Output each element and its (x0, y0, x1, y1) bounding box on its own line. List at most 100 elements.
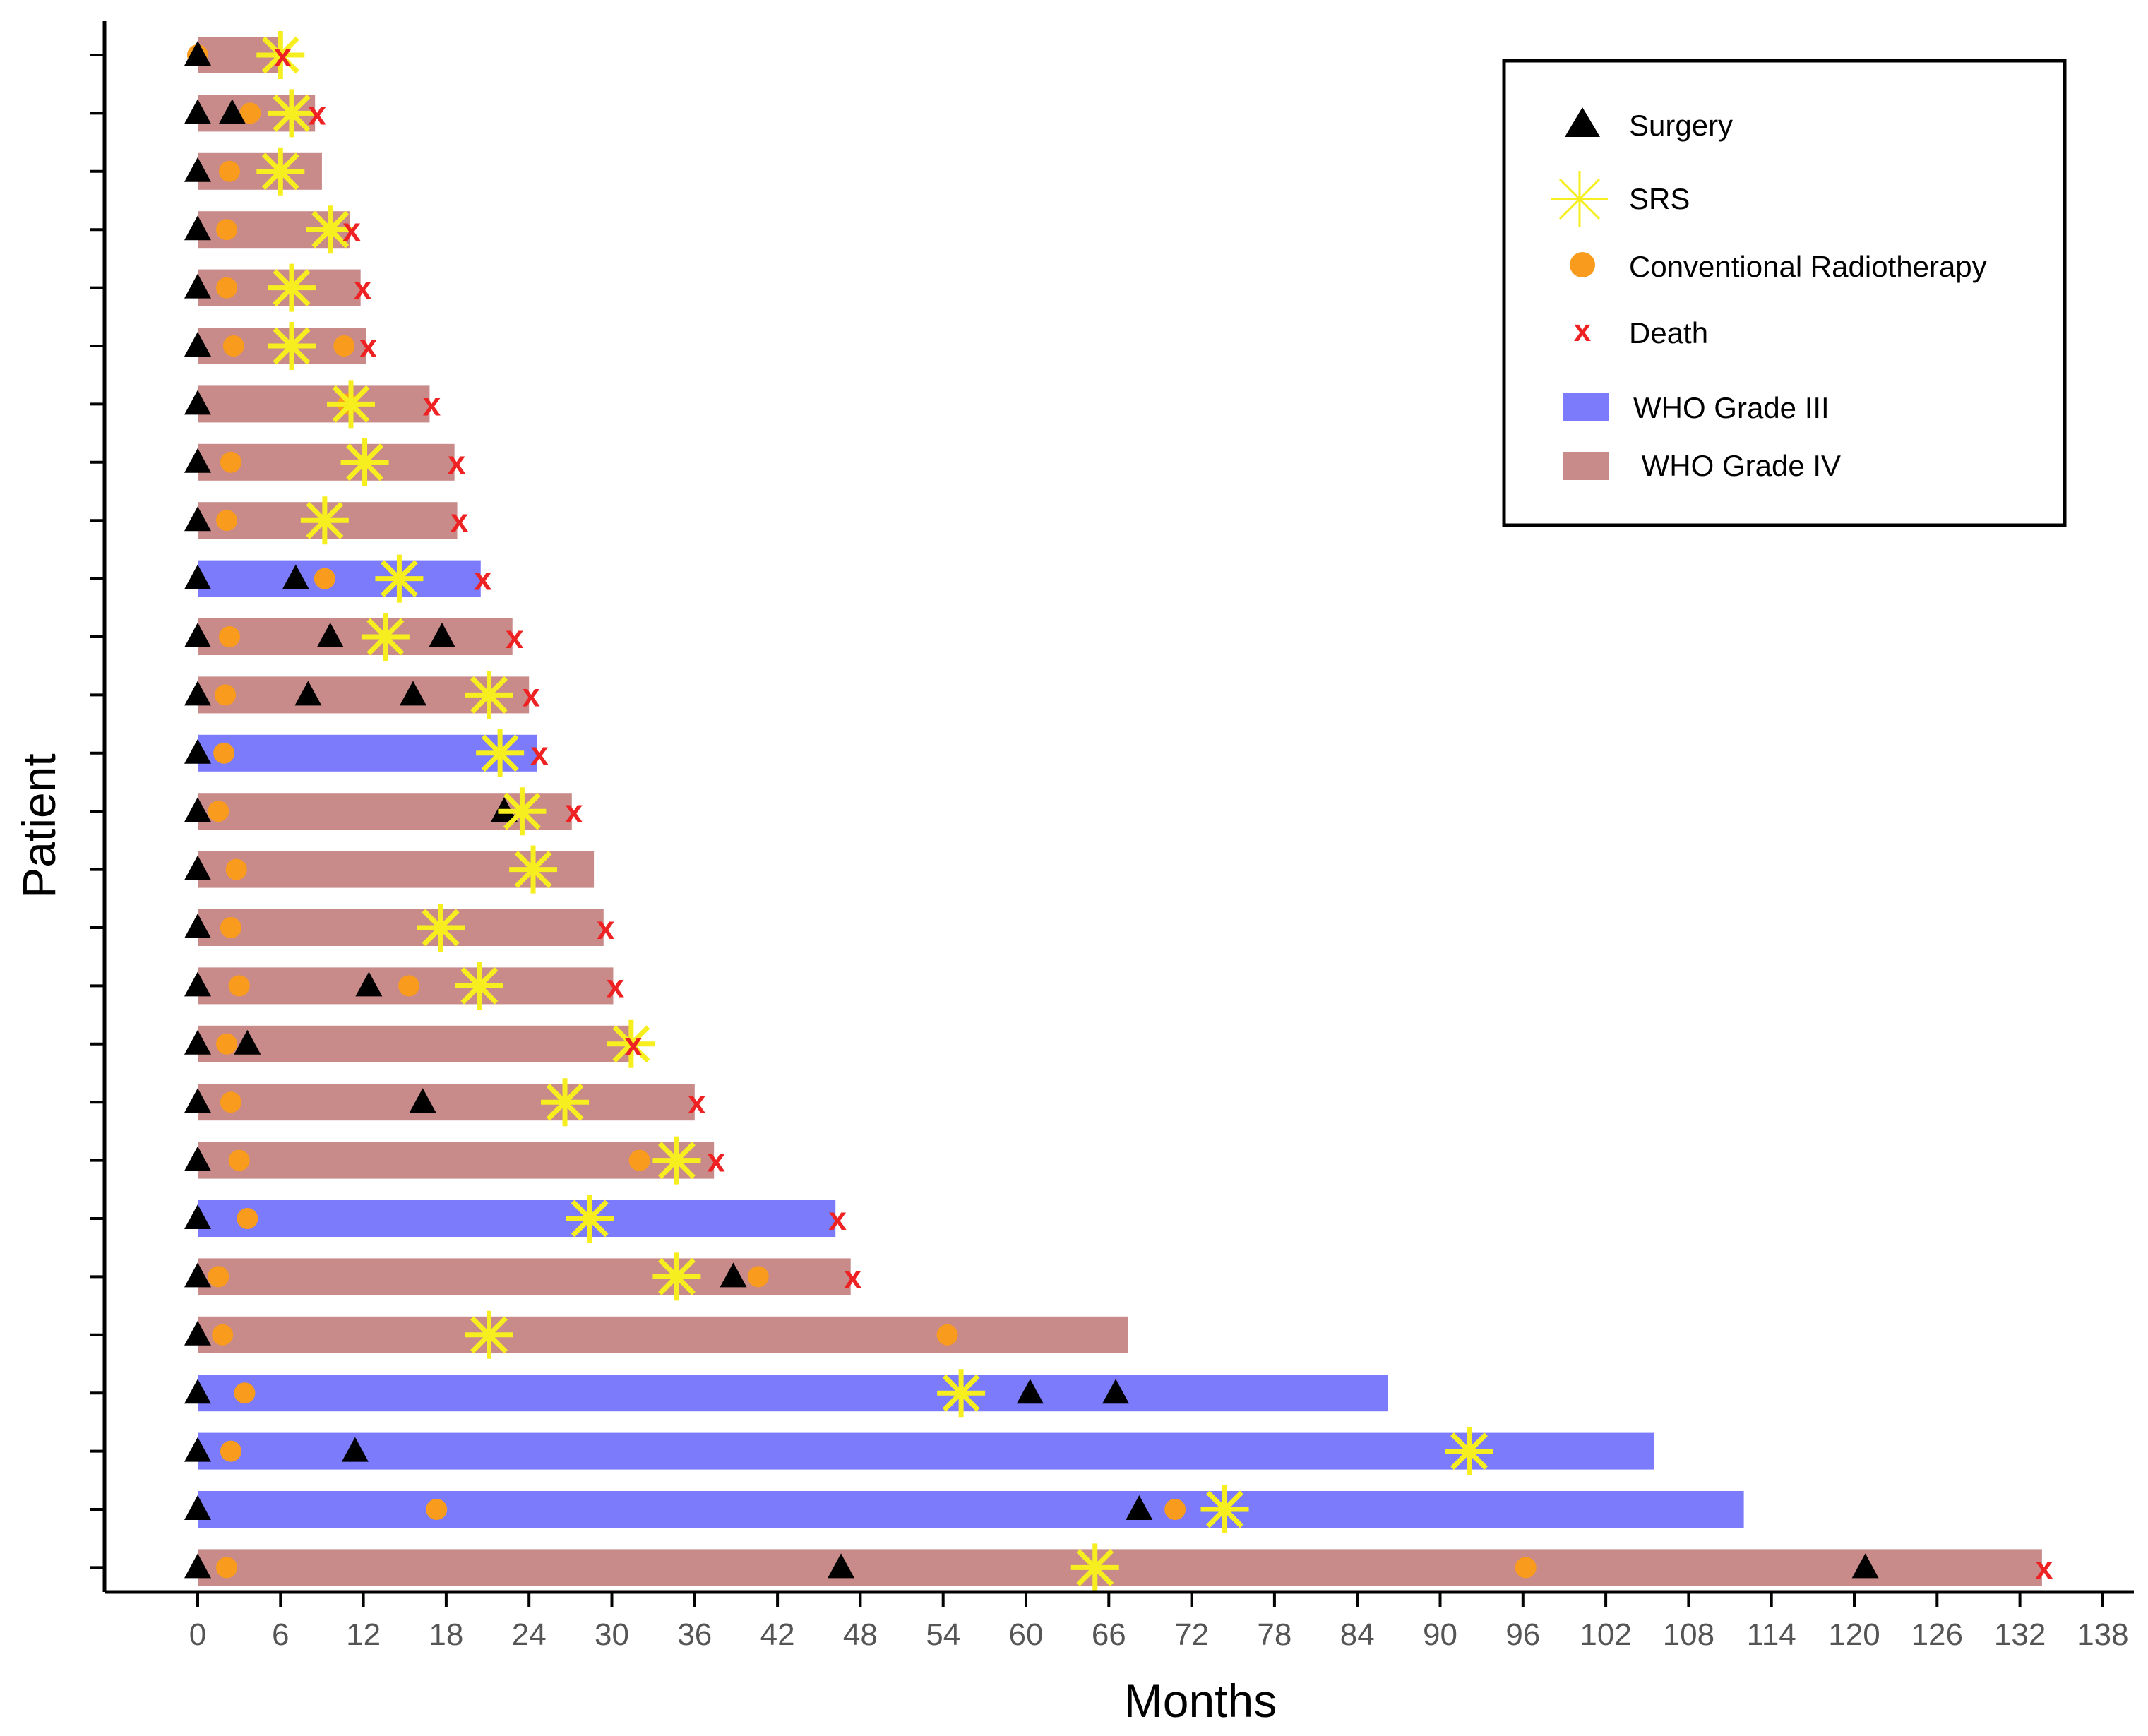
legend-radiotherapy-label: Conventional Radiotherapy (1629, 250, 1987, 283)
death-marker: x (597, 909, 615, 946)
surgery-triangle (184, 506, 211, 532)
patient-bar-24 (198, 1375, 1388, 1412)
x-tick-label: 12 (346, 1617, 381, 1652)
death-marker: x (451, 502, 469, 539)
death-marker: x (423, 385, 441, 422)
radiotherapy-dot (215, 684, 237, 706)
srs-star (327, 380, 375, 428)
radiotherapy-dot (936, 1324, 958, 1346)
radiotherapy-dot (216, 1033, 238, 1055)
surgery-triangle (184, 1146, 211, 1171)
srs-star (341, 438, 389, 486)
x-tick-label: 138 (2077, 1617, 2128, 1652)
surgery-triangle (184, 797, 211, 822)
x-tick-label: 90 (1423, 1617, 1457, 1652)
surgery-triangle (184, 157, 211, 182)
death-marker: x (607, 967, 625, 1004)
legend-grade4-swatch (1563, 452, 1609, 480)
surgery-triangle (828, 1553, 855, 1579)
y-axis-title: Patient (13, 753, 65, 898)
surgery-triangle (355, 971, 383, 997)
radiotherapy-dot (208, 801, 229, 822)
radiotherapy-dot (314, 568, 335, 589)
srs-star (301, 496, 349, 544)
srs-star (1445, 1427, 1493, 1475)
death-marker: x (359, 328, 378, 364)
srs-star (256, 148, 304, 196)
x-tick-label: 24 (512, 1617, 547, 1652)
radiotherapy-dot (237, 1208, 258, 1229)
surgery-triangle (218, 99, 246, 124)
x-tick-label: 72 (1174, 1617, 1209, 1652)
x-tick-label: 66 (1092, 1617, 1126, 1652)
surgery-triangle (184, 273, 211, 299)
radiotherapy-dot (628, 1149, 650, 1171)
death-marker: x (522, 676, 540, 713)
surgery-triangle (184, 855, 211, 880)
srs-star (476, 729, 524, 777)
x-tick-label: 96 (1505, 1617, 1540, 1652)
surgery-triangle (409, 1088, 436, 1113)
radiotherapy-dot (398, 975, 420, 997)
srs-star (541, 1078, 589, 1126)
death-marker: x (506, 618, 524, 655)
death-marker: x (274, 37, 292, 73)
surgery-triangle (184, 971, 211, 997)
patient-bar-20 (198, 1142, 715, 1179)
surgery-triangle (1126, 1495, 1153, 1520)
surgery-triangle (234, 1029, 261, 1055)
x-tick-label: 108 (1663, 1617, 1714, 1652)
y-axis-ticks (90, 54, 105, 1569)
srs-star (1071, 1543, 1119, 1591)
legend-grade3-label: WHO Grade III (1633, 391, 1830, 424)
x-tick-label: 18 (429, 1617, 463, 1652)
radiotherapy-dot (747, 1266, 769, 1288)
radiotherapy-dot (213, 742, 235, 764)
x-tick-label: 60 (1009, 1617, 1044, 1652)
x-tick-label: 42 (760, 1617, 795, 1652)
x-tick-label: 54 (926, 1617, 960, 1652)
legend-srs-star-icon (1550, 169, 1609, 229)
surgery-triangle (184, 1553, 211, 1579)
surgery-triangle (399, 681, 426, 706)
patient-bar-23 (198, 1316, 1128, 1353)
srs-star (465, 671, 513, 719)
death-marker: x (308, 95, 326, 131)
surgery-triangle (184, 738, 211, 764)
radiotherapy-dot (220, 1091, 241, 1113)
x-tick-label: 30 (595, 1617, 629, 1652)
radiotherapy-dot (220, 451, 241, 473)
srs-star (498, 787, 546, 835)
x-tick-label: 132 (1994, 1617, 2046, 1652)
death-marker: x (707, 1142, 725, 1179)
radiotherapy-dot (218, 160, 240, 182)
legend-death-label: Death (1629, 316, 1708, 349)
surgery-triangle (184, 332, 211, 357)
radiotherapy-dot (220, 1440, 241, 1462)
radiotherapy-dot (218, 626, 240, 647)
srs-star (375, 555, 423, 603)
x-tick-label: 84 (1340, 1617, 1375, 1652)
surgery-triangle (184, 41, 211, 66)
surgery-triangle (184, 1320, 211, 1346)
x-tick-label: 120 (1828, 1617, 1880, 1652)
patient-bar-7 (198, 385, 430, 423)
surgery-triangle (1102, 1379, 1130, 1404)
x-tick-label: 36 (677, 1617, 712, 1652)
srs-star (455, 962, 503, 1010)
x-axis-title: Months (1124, 1675, 1277, 1727)
srs-star (937, 1369, 985, 1417)
death-marker: x (844, 1258, 862, 1295)
srs-star (652, 1252, 700, 1300)
x-tick-label: 48 (843, 1617, 878, 1652)
patient-bar-25 (198, 1432, 1654, 1470)
radiotherapy-dot (225, 858, 247, 880)
surgery-triangle (184, 1204, 211, 1229)
surgery-triangle (184, 215, 211, 241)
x-tick-label: 126 (1911, 1617, 1963, 1652)
death-marker: x (565, 793, 583, 830)
surgery-triangle (282, 564, 309, 589)
radiotherapy-dot (426, 1499, 448, 1520)
